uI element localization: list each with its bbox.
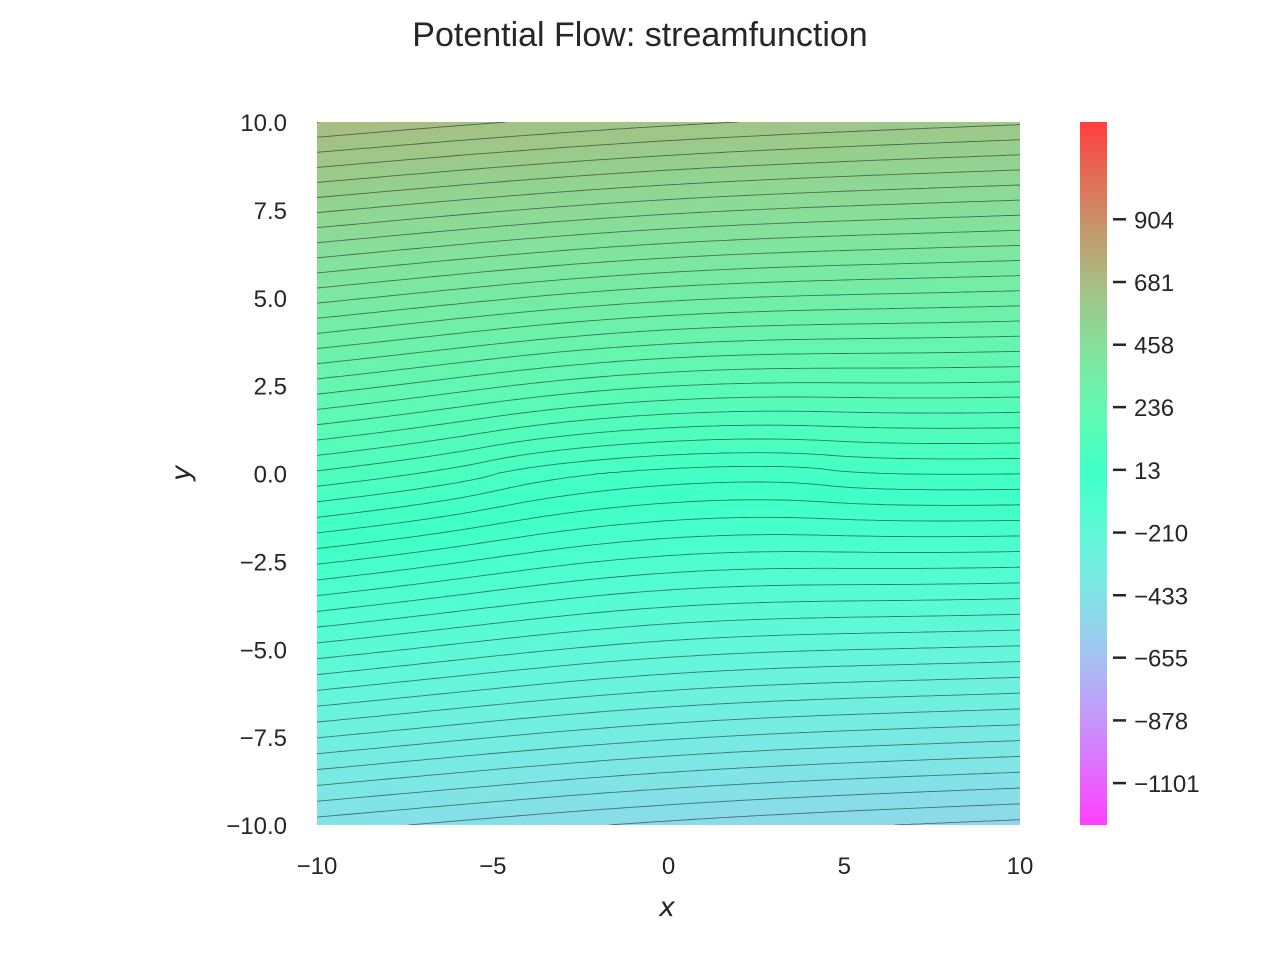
- streamline-contour: [317, 169, 1020, 214]
- x-tick-label: 5: [838, 853, 851, 880]
- y-axis-label: y: [166, 464, 197, 482]
- x-axis-label: x: [658, 892, 676, 923]
- x-tick-label: −5: [479, 853, 506, 880]
- streamline-contour: [317, 755, 1020, 802]
- streamline-contour: [317, 229, 1020, 274]
- y-tick-label: −5.0: [240, 637, 287, 664]
- streamline-contour: [317, 499, 1020, 550]
- streamline-contour: [317, 724, 1020, 771]
- streamline-contour: [317, 275, 1020, 319]
- streamline-contour: [317, 708, 1020, 755]
- streamline-contour: [317, 366, 1020, 410]
- streamline-contour: [317, 244, 1020, 289]
- streamline-contour: [317, 465, 1020, 518]
- colorbar-tick-label: 13: [1134, 458, 1161, 485]
- streamline-contour: [317, 551, 1020, 597]
- streamline-contour: [317, 124, 1020, 168]
- colorbar-ticks: 904 681 458 236 13 −210 −433 −655 −878 −1101: [1113, 207, 1200, 798]
- streamline-contour: [317, 534, 1020, 581]
- streamline-contour: [317, 350, 1020, 395]
- streamline-contour: [317, 452, 1020, 503]
- chart-title: Potential Flow: streamfunction: [412, 16, 867, 54]
- streamline-contour: [317, 481, 1020, 534]
- streamline-contour: [317, 629, 1020, 676]
- streamline-contour: [317, 613, 1020, 660]
- streamline-contour: [408, 787, 1020, 825]
- streamline-contour: [317, 122, 507, 138]
- streamline-contour: [317, 424, 1020, 472]
- y-tick-label: −7.5: [240, 725, 287, 752]
- colorbar-gradient: [1080, 122, 1107, 825]
- streamline-contour: [317, 661, 1020, 707]
- streamline-contour: [317, 154, 1020, 198]
- streamline-contour: [894, 819, 1020, 825]
- streamline-contour: [317, 260, 1020, 304]
- colorbar-tick-label: −210: [1134, 521, 1188, 548]
- streamline-contour: [317, 516, 1020, 565]
- streamline-contour: [317, 566, 1020, 612]
- streamline-contour: [317, 692, 1020, 739]
- y-tick-label: 10.0: [240, 110, 287, 137]
- y-tick-label: 5.0: [254, 286, 287, 313]
- colorbar-tick-label: 681: [1134, 270, 1174, 297]
- y-tick-label: 2.5: [254, 374, 287, 401]
- x-axis-ticks: −10 −5 0 5 10: [297, 853, 1034, 880]
- streamline-contour: [317, 771, 1020, 818]
- colorbar-tick-label: 236: [1134, 395, 1174, 422]
- streamline-contour: [317, 598, 1020, 644]
- streamline-contour: [317, 305, 1020, 349]
- streamline-contour: [317, 410, 1020, 456]
- streamline-contour: [317, 335, 1020, 380]
- plot-area: [317, 122, 1020, 825]
- colorbar-tick-label: −433: [1134, 583, 1188, 610]
- colorbar: 904 681 458 236 13 −210 −433 −655 −878 −1101: [1080, 122, 1200, 825]
- y-tick-label: −10.0: [226, 813, 287, 840]
- y-tick-label: 7.5: [254, 198, 287, 225]
- x-tick-label: 0: [662, 853, 675, 880]
- x-tick-label: −10: [297, 853, 338, 880]
- y-axis-ticks: 10.0 7.5 5.0 2.5 0.0 −2.5 −5.0 −7.5 −10.0: [226, 110, 287, 840]
- streamline-contour: [317, 438, 1020, 487]
- streamline-contour: [317, 396, 1020, 441]
- colorbar-tick-label: −878: [1134, 708, 1188, 735]
- streamline-contour: [609, 803, 1020, 825]
- streamline-contour: [317, 320, 1020, 365]
- streamline-contour: [317, 676, 1020, 723]
- x-tick-label: 10: [1007, 853, 1034, 880]
- streamline-contour: [317, 184, 1020, 229]
- streamline-contour: [317, 139, 1020, 183]
- y-tick-label: −2.5: [240, 549, 287, 576]
- colorbar-tick-label: −655: [1134, 646, 1188, 673]
- y-tick-label: 0.0: [254, 462, 287, 489]
- streamline-contour: [317, 290, 1020, 334]
- colorbar-tick-label: 458: [1134, 333, 1174, 360]
- streamfunction-field: [317, 122, 1020, 825]
- streamline-contour: [317, 582, 1020, 628]
- streamlines: [317, 122, 1020, 825]
- streamline-contour: [317, 645, 1020, 691]
- colorbar-tick-label: 904: [1134, 207, 1174, 234]
- streamline-contour: [317, 740, 1020, 786]
- colorbar-tick-label: −1101: [1134, 771, 1200, 798]
- streamline-contour: [317, 122, 738, 153]
- streamline-contour: [317, 381, 1020, 426]
- streamline-contour: [317, 199, 1020, 244]
- streamline-contour: [317, 214, 1020, 259]
